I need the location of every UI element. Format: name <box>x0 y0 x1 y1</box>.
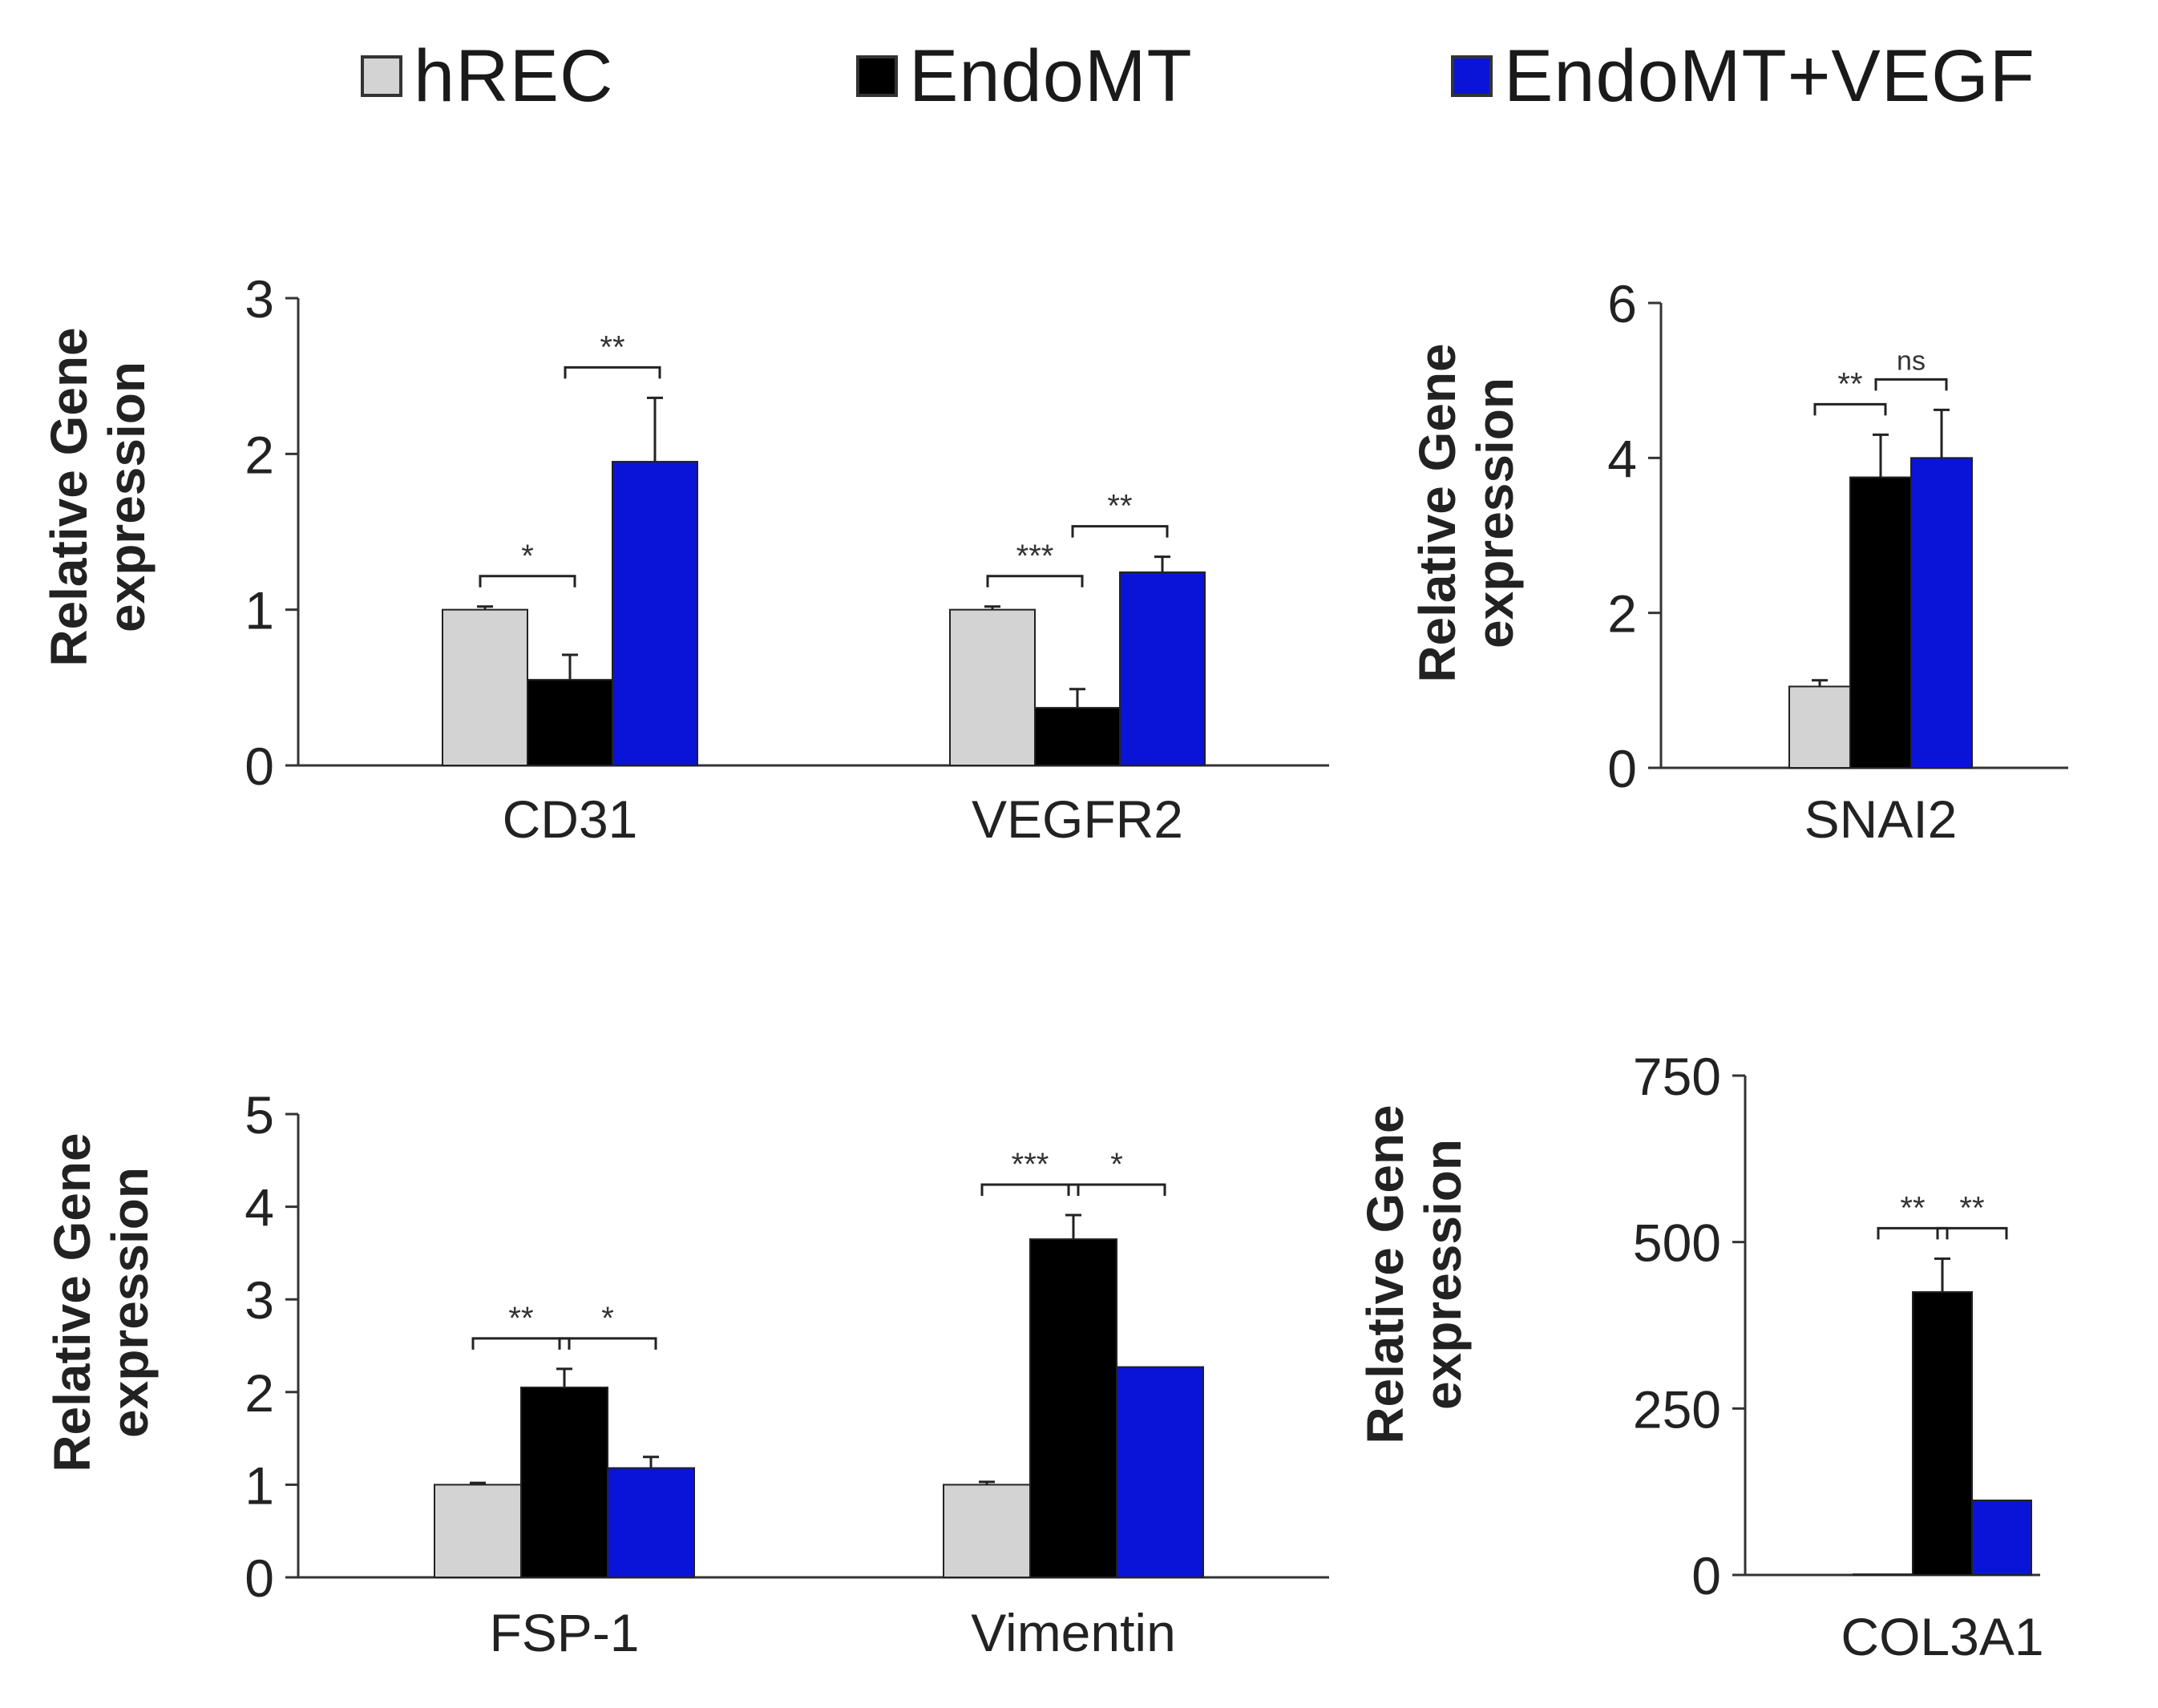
bar-endomt <box>527 679 613 766</box>
significance-bracket <box>986 575 1084 588</box>
significance-label: * <box>601 1301 614 1336</box>
y-tick-label: 5 <box>244 1085 274 1145</box>
legend-item-endomt: EndoMT <box>856 32 1193 120</box>
category-label: CD31 <box>503 789 638 849</box>
y-axis-label: Relative Geneexpression <box>1356 1104 1472 1444</box>
y-tick-label: 3 <box>244 1270 274 1330</box>
significance-label: ** <box>1107 489 1132 524</box>
significance-bracket <box>558 1337 657 1350</box>
significance-bracket <box>980 1183 1080 1196</box>
y-axis-label-line: expression <box>1414 1139 1472 1410</box>
significance-bracket <box>1813 402 1887 416</box>
y-axis-label-line: Relative Gene <box>43 1133 101 1472</box>
legend-swatch-endomt <box>856 55 898 97</box>
significance-label: *** <box>1016 539 1054 574</box>
legend-swatch-endomt-vegf <box>1451 55 1493 97</box>
y-axis-label-line: expression <box>101 1167 159 1438</box>
legend-item-hrec: hREC <box>361 32 613 120</box>
y-tick-label: 4 <box>1607 429 1637 488</box>
significance-bracket <box>564 365 661 379</box>
significance-bracket <box>479 575 576 588</box>
y-axis-label: Relative Geneexpression <box>40 327 156 666</box>
bar-endomt <box>1029 1238 1117 1579</box>
y-tick-label: 0 <box>1607 739 1637 798</box>
bar-hrec <box>1853 1573 1914 1577</box>
y-axis-label-line: expression <box>98 361 156 632</box>
significance-label: ns <box>1897 345 1926 376</box>
legend-label-endomt-vegf: EndoMT+VEGF <box>1504 34 2035 117</box>
legend-item-endomt-vegf: EndoMT+VEGF <box>1451 32 2035 120</box>
y-tick-label: 0 <box>1691 1546 1721 1605</box>
significance-label: ** <box>1959 1190 1984 1225</box>
significance-label: * <box>521 539 534 574</box>
legend-swatch-hrec <box>361 55 402 97</box>
bar-endomt-vegf <box>1971 1499 2032 1576</box>
y-tick-label: 2 <box>244 425 274 484</box>
bar-endomt <box>520 1387 608 1579</box>
bar-endomt-vegf <box>612 461 698 766</box>
bar-endomt-vegf <box>607 1467 695 1579</box>
significance-label: ** <box>600 329 624 365</box>
significance-bracket <box>471 1337 571 1350</box>
bar-hrec <box>1788 685 1851 769</box>
y-tick-label: 1 <box>244 581 274 640</box>
significance-bracket <box>1874 378 1948 391</box>
category-label: SNAI2 <box>1804 789 1958 849</box>
bar-hrec <box>434 1484 522 1579</box>
category-label: VEGFR2 <box>972 789 1183 849</box>
significance-label: * <box>1110 1147 1123 1182</box>
legend-label-hrec: hREC <box>414 34 614 117</box>
category-label: COL3A1 <box>1841 1607 2043 1666</box>
significance-label: ** <box>508 1301 533 1336</box>
y-tick-label: 0 <box>244 1549 274 1608</box>
bar-hrec <box>949 608 1036 767</box>
significance-bracket <box>1071 525 1169 538</box>
y-axis-label-line: Relative Gene <box>40 327 98 666</box>
chart-panel-1: 0 2 4 6 Relative Geneexpression SNAI2 ** ns <box>1408 274 2068 849</box>
bar-endomt <box>1034 707 1121 767</box>
y-tick-label: 250 <box>1633 1379 1721 1439</box>
significance-bracket <box>1936 1226 2008 1240</box>
category-label: FSP-1 <box>489 1603 639 1662</box>
legend: hREC EndoMT EndoMT+VEGF <box>0 32 2158 120</box>
y-tick-label: 1 <box>244 1456 274 1515</box>
significance-label: *** <box>1012 1147 1049 1182</box>
significance-bracket <box>1877 1226 1949 1240</box>
significance-label: ** <box>1900 1190 1925 1225</box>
y-tick-label: 750 <box>1633 1047 1721 1106</box>
bar-endomt-vegf <box>1116 1366 1204 1578</box>
bar-hrec <box>943 1484 1031 1579</box>
y-axis-label-line: expression <box>1466 378 1524 648</box>
y-tick-label: 2 <box>244 1363 274 1423</box>
y-axis-label-line: Relative Gene <box>1356 1104 1414 1444</box>
bar-endomt-vegf <box>1910 457 1973 769</box>
category-label: Vimentin <box>971 1603 1176 1662</box>
bar-endomt <box>1849 476 1912 769</box>
y-tick-label: 2 <box>1607 584 1637 644</box>
significance-bracket <box>1067 1183 1166 1196</box>
y-axis-label: Relative Geneexpression <box>43 1133 159 1472</box>
y-tick-label: 4 <box>244 1178 274 1238</box>
y-tick-label: 6 <box>1607 274 1637 333</box>
y-axis-label-line: Relative Gene <box>1408 343 1466 682</box>
bar-endomt-vegf <box>1119 571 1206 766</box>
chart-panel-3: 0 250 500 750 Relative Geneexpression COL3A1 *… <box>1356 1047 2044 1666</box>
bar-endomt <box>1912 1290 1973 1576</box>
y-axis-label: Relative Geneexpression <box>1408 343 1524 682</box>
y-tick-label: 500 <box>1633 1213 1721 1273</box>
bar-hrec <box>442 608 528 767</box>
y-tick-label: 3 <box>244 269 274 329</box>
y-tick-label: 0 <box>244 737 274 796</box>
significance-label: ** <box>1837 366 1862 402</box>
legend-label-endomt: EndoMT <box>909 34 1193 117</box>
